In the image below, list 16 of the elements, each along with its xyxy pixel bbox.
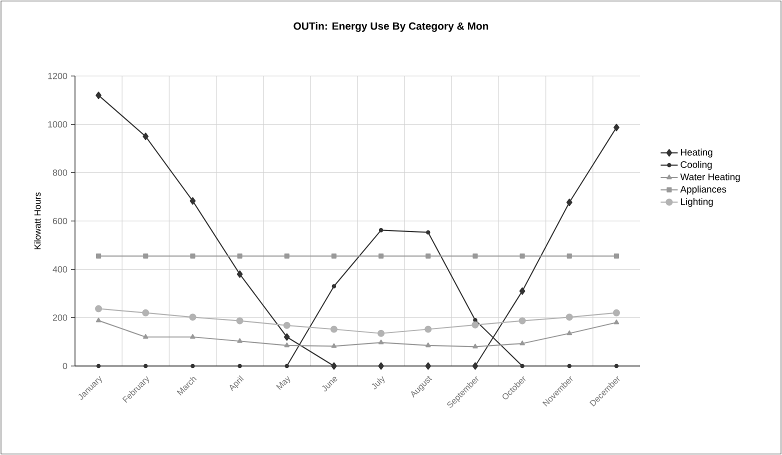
legend-label: Cooling (680, 160, 712, 170)
y-tick-label: 1000 (48, 121, 68, 128)
y-tick-label: 600 (52, 218, 68, 224)
chart-title: OUTin: Energy Use By Category & Mon (294, 22, 488, 32)
legend-label: Water Heating (680, 173, 740, 182)
x-tick-label: May (276, 376, 290, 390)
legend-label: Heating (681, 148, 712, 158)
legend-label: Appliances (680, 186, 726, 194)
y-tick-label: 800 (52, 169, 68, 176)
y-tick-label: 1200 (48, 72, 68, 80)
legend-label: Lighting (681, 198, 713, 207)
y-axis-title: Kilowatt Hours (34, 192, 41, 250)
y-tick-label: 0 (62, 362, 68, 370)
y-tick-label: 200 (52, 314, 68, 321)
x-tick-label: July (372, 376, 385, 390)
y-tick-label: 400 (52, 266, 68, 273)
